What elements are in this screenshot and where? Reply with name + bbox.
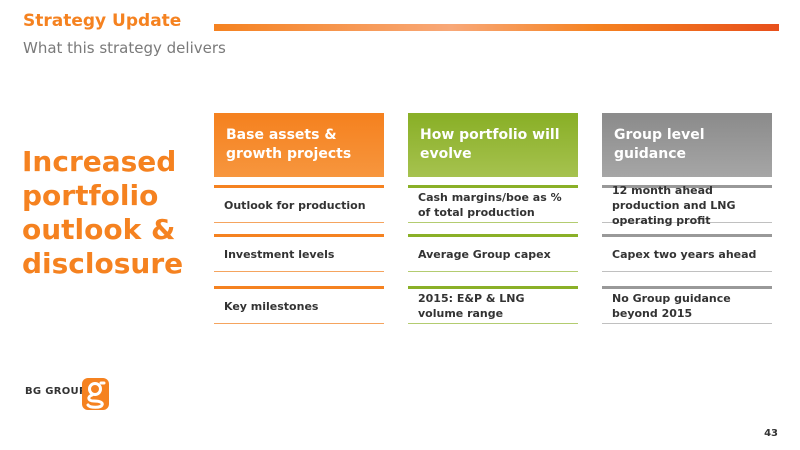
bg-g-logo-icon bbox=[82, 378, 109, 410]
table-cell: No Group guidance beyond 2015 bbox=[602, 286, 772, 324]
slide-title: Strategy Update bbox=[23, 11, 182, 31]
table-cell: Key milestones bbox=[214, 286, 384, 324]
headline: Increased portfolio outlook & disclosure bbox=[22, 145, 184, 280]
slide-subtitle: What this strategy delivers bbox=[23, 39, 226, 57]
logo-text: BG GROUP bbox=[25, 386, 87, 397]
table-cell: Average Group capex bbox=[408, 234, 578, 272]
table-cell: Investment levels bbox=[214, 234, 384, 272]
column-heading-portfolio-evolve: How portfolio will evolve bbox=[408, 113, 578, 177]
table-cell: 2015: E&P & LNG volume range bbox=[408, 286, 578, 324]
table-cell: Cash margins/boe as % of total productio… bbox=[408, 185, 578, 223]
table-cell: 12 month ahead production and LNG operat… bbox=[602, 184, 772, 227]
column-heading-group-guidance: Group level guidance bbox=[602, 113, 772, 177]
header-accent-bar bbox=[214, 24, 779, 31]
page-number: 43 bbox=[764, 428, 778, 439]
column-heading-base-assets: Base assets & growth projects bbox=[214, 113, 384, 177]
table-cell: Capex two years ahead bbox=[602, 234, 772, 272]
table-cell: Outlook for production bbox=[214, 185, 384, 223]
